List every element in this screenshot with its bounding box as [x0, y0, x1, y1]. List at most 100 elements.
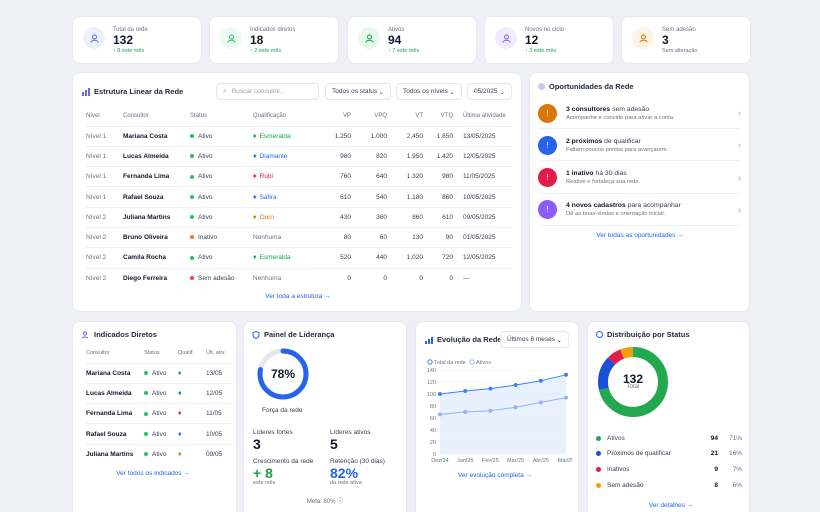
last-activity-cell: — [453, 267, 512, 289]
legend-dot [596, 435, 601, 441]
qualification-cell: ♦ Safira [253, 186, 323, 208]
consultant-name[interactable]: Bruno Oliveira [123, 226, 190, 248]
structure-table: Nível Consultor Status Qualificação VP VPQ VT V… [86, 106, 512, 289]
consultant-name[interactable]: Mariana Costa [123, 125, 190, 147]
column-header[interactable]: Qualificação [253, 112, 287, 119]
chevron-down-icon: ⌄ [378, 88, 384, 96]
evolution-period-select[interactable]: Últimos 6 meses ⌄ [500, 331, 569, 348]
consultant-name[interactable]: Lucas Almeida [86, 382, 144, 404]
x-tick-label: Fev/25 [482, 458, 499, 464]
column-header[interactable]: Nível [86, 112, 100, 119]
leadership-caption: Força da rede [262, 407, 303, 414]
vpq-cell: 820 [351, 145, 387, 167]
status-dot [144, 411, 148, 416]
table-row[interactable]: Mariana Costa Ativo ♦ 13/05 [86, 362, 232, 384]
column-header[interactable]: VP [342, 112, 351, 119]
data-point [513, 383, 518, 387]
status-cell: Ativo [190, 145, 253, 167]
vpq-cell: 540 [351, 186, 387, 208]
vtq-cell: 0 [423, 267, 453, 289]
status-cell: Ativo [144, 403, 178, 424]
column-header[interactable]: VTQ [440, 112, 453, 119]
legend-row: Inativos 9 7% [596, 462, 742, 478]
opportunity-item[interactable]: ! 3 consultores sem adesão Acompanhe e con… [538, 98, 741, 129]
kpi-card: Novos no ciclo 12 ↑ 3 este mês [485, 17, 613, 63]
leadership-percent: 78% [270, 367, 296, 381]
view-opportunities-link[interactable]: Ver todas as oportunidades → [596, 232, 684, 239]
consultant-name[interactable]: Rafael Souza [123, 186, 190, 208]
status-dot [144, 452, 148, 457]
view-structure-link[interactable]: Ver toda a estrutura → [265, 293, 331, 300]
column-header[interactable]: Qualif. [178, 349, 194, 356]
view-evolution-link[interactable]: Ver evolução completa → [457, 472, 533, 479]
last-activity-cell: 13/05/2025 [453, 125, 512, 147]
view-direct-link[interactable]: Ver todos os indicados → [116, 470, 190, 477]
status-donut-chart [598, 347, 668, 417]
column-header[interactable]: Consultor [123, 112, 149, 119]
status-dot [144, 431, 148, 436]
vp-cell: 0 [323, 267, 351, 289]
table-row[interactable]: Nível 1 Mariana Costa Ativo ♦ Esmeralda 1.250… [86, 125, 512, 147]
column-header[interactable]: Última atividade [463, 112, 506, 119]
table-row[interactable]: Nível 2 Camila Rocha Ativo ♦ Esmeralda 520 440… [86, 247, 512, 269]
column-header[interactable]: VT [415, 112, 423, 119]
status-cell: Ativo [144, 423, 178, 445]
x-tick-label: Abr/25 [533, 458, 549, 464]
gem-icon: ♦ [178, 389, 182, 397]
vtq-cell: 980 [423, 166, 453, 187]
gem-icon: ♦ [253, 254, 257, 262]
consultant-name[interactable]: Lucas Almeida [123, 145, 190, 167]
status-cell: Ativo [190, 186, 253, 208]
consultant-name[interactable]: Juliana Martins [86, 443, 144, 465]
pie-icon [596, 331, 603, 338]
table-row[interactable]: Fernanda Lima Ativo ♦ 11/05 [86, 403, 232, 424]
opportunity-item[interactable]: ! 4 novos cadastros para acompanhar Dê as … [538, 195, 741, 226]
table-row[interactable]: Nível 2 Bruno Oliveira Inativo Nenhuma 80 60 1… [86, 226, 512, 248]
legend-count: 94 [710, 434, 718, 442]
kpi-title: Sem adesão [662, 27, 696, 33]
y-tick-label: 40 [430, 428, 436, 434]
consultant-name[interactable]: Camila Rocha [123, 247, 190, 269]
consultant-name[interactable]: Mariana Costa [86, 362, 144, 384]
table-row[interactable]: Nível 1 Fernanda Lima Ativo ♦ Rubi 760 640 1.32… [86, 166, 512, 187]
table-row[interactable]: Nível 2 Juliana Martins Ativo ♦ Ouro 430 360 86… [86, 206, 512, 228]
consultant-name[interactable]: Juliana Martins [123, 206, 190, 228]
evolution-line-chart: 0 20 40 60 80 100 120 140 Dez/24 Jan/25 Fev/25 Mar/… [427, 359, 572, 464]
table-row[interactable]: Rafael Souza Ativo ♦ 10/05 [86, 423, 232, 445]
gem-icon: ♦ [178, 430, 182, 438]
view-details-link[interactable]: Ver detalhes → [648, 502, 694, 509]
x-tick-label: Jan/25 [457, 458, 474, 464]
column-header[interactable]: VPQ [374, 112, 387, 119]
status-filter-select[interactable]: Todos os status ⌄ [325, 83, 391, 100]
opportunity-item[interactable]: ! 1 inativo há 30 dias Reative e fortaleça… [538, 163, 741, 194]
consultant-name[interactable]: Rafael Souza [86, 423, 144, 445]
search-input[interactable]: ⌕ Buscar consultor... [216, 83, 319, 100]
table-row[interactable]: Nível 2 Diego Ferreira Sem adesão Nenhuma 0 0… [86, 267, 512, 289]
vp-cell: 980 [323, 145, 351, 167]
distribution-title: Distribuição por Status [596, 330, 690, 339]
period-filter-select[interactable]: 05/2025 ⌄ [467, 83, 512, 100]
column-header[interactable]: Status [190, 112, 208, 119]
opportunity-item[interactable]: ! 2 próximos de qualificar Faltam poucos p… [538, 130, 741, 162]
legend-percent: 16% [728, 450, 742, 458]
direct-table: Consultor Status Qualif. Últ. ativ. Mariana… [86, 343, 232, 465]
consultant-name[interactable]: Diego Ferreira [123, 267, 190, 289]
data-point [438, 412, 442, 417]
column-header[interactable]: Últ. ativ. [206, 349, 226, 356]
table-row[interactable]: Nível 1 Lucas Almeida Ativo ♦ Diamante 980 820… [86, 145, 512, 167]
last-activity-cell: 09/05/2025 [453, 206, 512, 228]
users-icon [83, 27, 105, 49]
column-header[interactable]: Consultor [86, 349, 110, 356]
table-row[interactable]: Lucas Almeida Ativo ♦ 12/05 [86, 382, 232, 404]
table-row[interactable]: Juliana Martins Ativo ♦ 09/05 [86, 443, 232, 465]
arrow-up-icon: ↑ [113, 48, 118, 54]
y-tick-label: 80 [430, 404, 436, 410]
status-dot [190, 255, 194, 260]
consultant-name[interactable]: Fernanda Lima [123, 166, 190, 187]
vp-cell: 1.250 [323, 125, 351, 147]
gem-icon: ♦ [178, 369, 182, 377]
table-row[interactable]: Nível 1 Rafael Souza Ativo ♦ Safira 610 540 1.1… [86, 186, 512, 208]
consultant-name[interactable]: Fernanda Lima [86, 403, 144, 424]
column-header[interactable]: Status [144, 349, 160, 356]
level-filter-select[interactable]: Todos os níveis ⌄ [396, 83, 462, 100]
